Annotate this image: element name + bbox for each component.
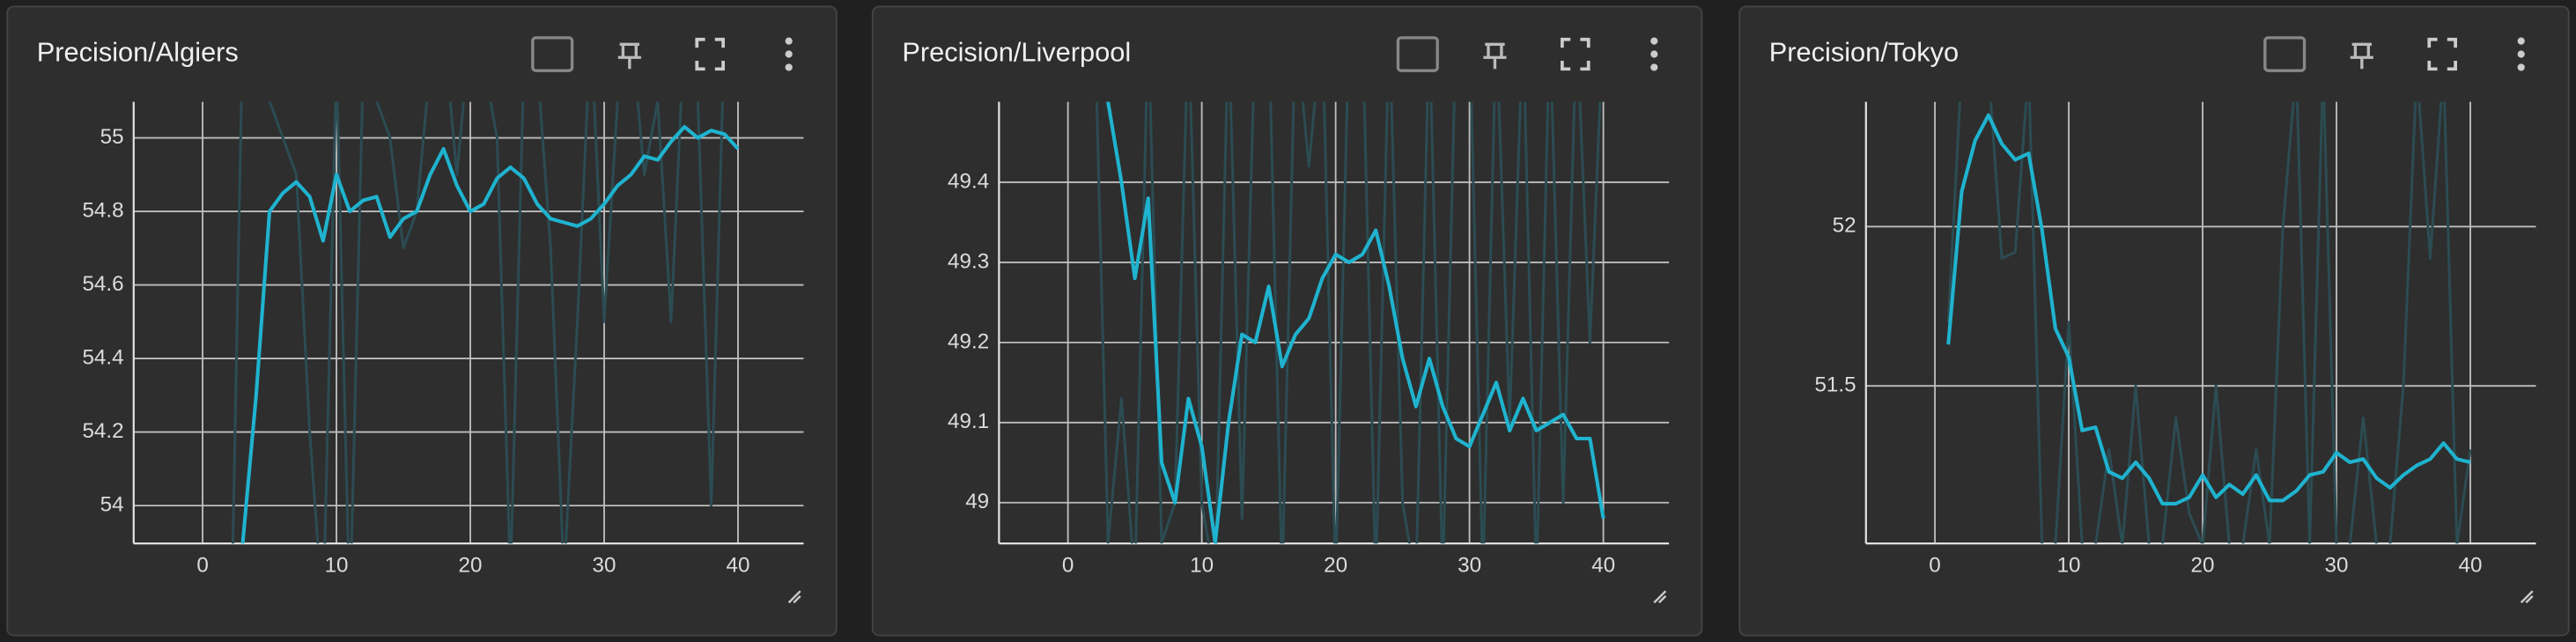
- smoothed-line: [240, 124, 740, 544]
- fullscreen-button[interactable]: [2427, 37, 2457, 71]
- pin-button[interactable]: [2350, 42, 2373, 70]
- pin-button[interactable]: [617, 42, 641, 70]
- menu-button-dot[interactable]: [785, 50, 793, 58]
- resize-handle[interactable]: [1653, 590, 1667, 604]
- x-tick-label: 30: [2325, 554, 2349, 578]
- y-tick-label: 49: [965, 490, 989, 513]
- menu-button-dot[interactable]: [785, 63, 793, 71]
- x-tick-label: 40: [1591, 554, 1615, 578]
- y-tick-label: 49.3: [948, 249, 989, 273]
- card-background: [1738, 5, 2570, 637]
- chart-title: Precision/Liverpool: [902, 37, 1131, 68]
- chart-card: Precision/Liverpool 49 49.1 49.2 49.3 49.4 0 10…: [871, 5, 1703, 637]
- chart-card: Precision/Tokyo 51.5 52 0 10 20 30 40: [1738, 5, 2570, 637]
- x-tick-label: 30: [593, 554, 616, 578]
- raw-line: [1946, 101, 2472, 544]
- y-tick-label: 54.4: [82, 345, 123, 369]
- menu-button-dot[interactable]: [1650, 50, 1658, 58]
- y-tick-label: 51.5: [1814, 373, 1856, 397]
- x-tick-label: 30: [1458, 554, 1481, 578]
- fit-domain-button[interactable]: [2263, 36, 2307, 72]
- menu-button-dot[interactable]: [2517, 50, 2525, 58]
- plot-lines: [231, 101, 740, 544]
- smoothed-line: [1106, 101, 1605, 544]
- pin-button[interactable]: [1483, 42, 1507, 70]
- x-tick-label: 0: [196, 554, 208, 578]
- y-tick-label: 54: [100, 493, 124, 517]
- x-tick-label: 10: [2057, 554, 2081, 578]
- fit-domain-button[interactable]: [531, 36, 574, 72]
- menu-button-dot[interactable]: [1650, 37, 1658, 45]
- y-tick-label: 54.8: [82, 198, 123, 222]
- card-background: [6, 5, 838, 637]
- menu-button-dot[interactable]: [2517, 37, 2525, 45]
- x-tick-label: 20: [2191, 554, 2215, 578]
- x-tick-label: 20: [459, 554, 483, 578]
- y-tick-label: 55: [100, 125, 124, 149]
- y-tick-label: 49.4: [948, 169, 989, 193]
- raw-line: [1095, 101, 1602, 544]
- y-tick-label: 49.2: [948, 329, 989, 353]
- x-tick-label: 40: [2459, 554, 2483, 578]
- chart-card: Precision/Algiers 54 54.2 54.4 54.6 54.8 55 0 10…: [6, 5, 838, 637]
- y-tick-label: 54.2: [82, 419, 123, 443]
- x-tick-label: 0: [1062, 554, 1074, 578]
- menu-button-dot[interactable]: [785, 37, 793, 45]
- y-tick-label: 49.1: [948, 410, 989, 433]
- x-tick-label: 10: [1190, 554, 1214, 578]
- x-tick-label: 40: [727, 554, 750, 578]
- menu-button-dot[interactable]: [1650, 63, 1658, 71]
- chart-title: Precision/Algiers: [37, 37, 239, 68]
- fullscreen-button[interactable]: [1560, 37, 1591, 71]
- menu-button-dot[interactable]: [2517, 63, 2525, 71]
- fit-domain-button[interactable]: [1396, 36, 1439, 72]
- x-tick-label: 0: [1929, 554, 1940, 578]
- fullscreen-button[interactable]: [695, 37, 725, 71]
- resize-handle[interactable]: [787, 590, 801, 604]
- x-tick-label: 20: [1324, 554, 1347, 578]
- resize-handle[interactable]: [2520, 590, 2534, 604]
- chart-title: Precision/Tokyo: [1769, 37, 1959, 68]
- smoothed-line: [1946, 113, 2471, 505]
- y-tick-label: 54.6: [82, 272, 123, 296]
- y-tick-label: 52: [1833, 214, 1856, 238]
- plot-lines: [1946, 101, 2472, 544]
- plot-lines: [1095, 101, 1605, 544]
- x-tick-label: 10: [325, 554, 349, 578]
- raw-line: [231, 101, 724, 544]
